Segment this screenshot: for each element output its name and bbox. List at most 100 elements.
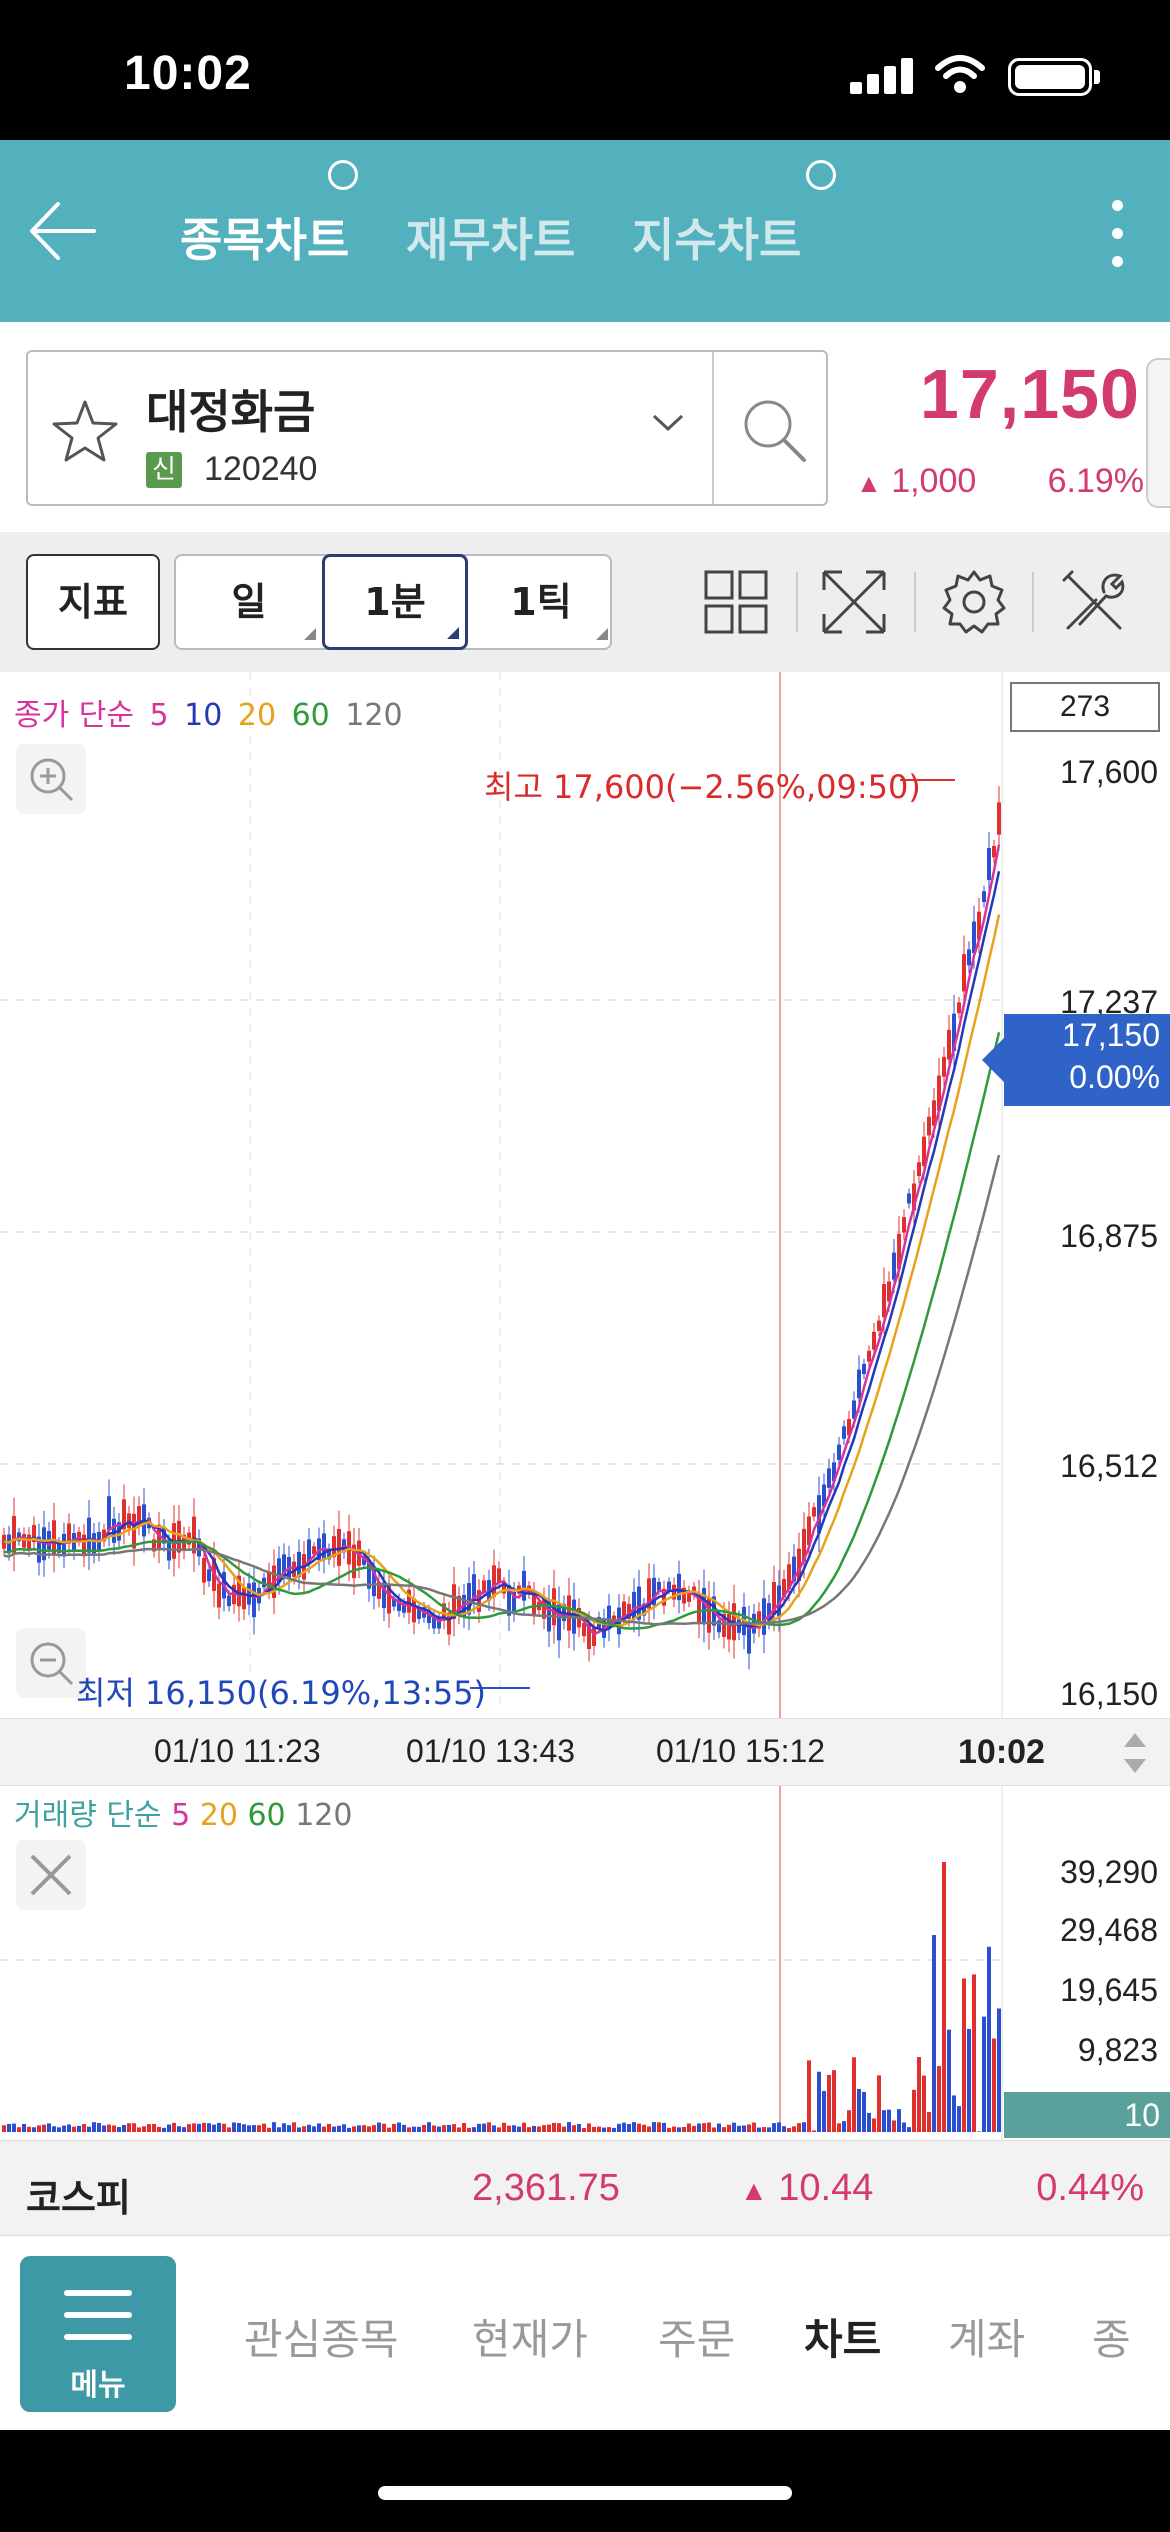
volume-bar: [817, 2071, 821, 2132]
back-arrow-icon[interactable]: [28, 198, 98, 264]
current-price-value: 17,150: [1062, 1017, 1160, 1053]
bnav-order[interactable]: 주문: [658, 2315, 736, 2364]
candle-body: [492, 1565, 496, 1597]
volume-bar: [937, 2066, 941, 2132]
volume-bar: [367, 2126, 371, 2132]
candle-body: [237, 1575, 241, 1607]
candle-body: [417, 1608, 421, 1619]
price-chart[interactable]: [0, 672, 1170, 2140]
candle-body: [297, 1551, 301, 1577]
volume-bar: [442, 2125, 446, 2132]
volume-bar: [832, 2070, 836, 2132]
volume-bar: [672, 2126, 676, 2132]
volume-bar: [102, 2125, 106, 2132]
bnav-account[interactable]: 계좌: [948, 2315, 1026, 2364]
bnav-watchlist[interactable]: 관심종목: [244, 2315, 399, 2364]
candle-body: [282, 1554, 286, 1577]
tab-stock-chart[interactable]: 종목차트: [180, 213, 350, 267]
volume-bar: [57, 2127, 61, 2132]
volume-bar: [537, 2126, 541, 2132]
volume-bar: [732, 2122, 736, 2132]
period-1tick-button[interactable]: 1틱: [468, 556, 614, 648]
tab-financial-chart[interactable]: 재무차트: [406, 213, 576, 267]
candle-body: [427, 1610, 431, 1624]
candle-body: [382, 1582, 386, 1609]
volume-bar: [372, 2125, 376, 2132]
volume-bar: [2, 2125, 6, 2132]
volume-bar: [677, 2127, 681, 2132]
divider: [796, 572, 798, 632]
candle-body: [162, 1527, 166, 1544]
side-handle[interactable]: [1146, 358, 1170, 508]
market-index-bar[interactable]: 코스피 2,361.75 ▲ 10.44 0.44%: [0, 2140, 1170, 2236]
candle-body: [947, 1029, 951, 1060]
more-menu-icon[interactable]: [1112, 200, 1124, 272]
volume-y-label: 39,290: [1060, 1854, 1158, 1890]
star-favorite-icon[interactable]: [50, 398, 120, 464]
chart-area[interactable]: 종가 단순 5 10 20 60 120 273 17,600 17,237 1…: [0, 672, 1170, 2140]
candle-body: [917, 1162, 921, 1177]
period-1min-button[interactable]: 1분: [322, 554, 468, 650]
bnav-current-price[interactable]: 현재가: [472, 2315, 588, 2364]
volume-bar: [592, 2126, 596, 2132]
volume-bar: [812, 2130, 816, 2132]
candle-body: [862, 1363, 866, 1375]
volume-bar: [457, 2127, 461, 2132]
candle-body: [507, 1584, 511, 1616]
volume-legend: 거래량 단순 5 20 60 120: [14, 1790, 352, 1834]
layout-grid-icon[interactable]: [702, 568, 770, 636]
legend-ma20: 20: [237, 698, 277, 733]
candle-body: [332, 1536, 336, 1558]
volume-bar: [172, 2122, 176, 2132]
candle-count-input[interactable]: 273: [1010, 682, 1160, 732]
resize-handle-icon[interactable]: [1120, 1727, 1150, 1779]
close-volume-button[interactable]: [16, 1840, 86, 1910]
candle-body: [367, 1562, 371, 1589]
volume-bar: [997, 2008, 1001, 2132]
volume-bar: [327, 2123, 331, 2132]
volume-bar: [117, 2126, 121, 2132]
volume-bar: [192, 2123, 196, 2132]
indicator-button[interactable]: 지표: [26, 554, 160, 650]
expand-icon[interactable]: [820, 568, 888, 636]
zoom-out-button[interactable]: [16, 1628, 86, 1698]
tools-icon[interactable]: [1060, 568, 1128, 636]
volume-bar: [492, 2125, 496, 2132]
candle-body: [112, 1518, 116, 1543]
time-label: 01/10 11:23: [154, 1733, 321, 1769]
volume-bar: [182, 2127, 186, 2132]
period-day-button[interactable]: 일: [176, 556, 322, 648]
bnav-chart[interactable]: 차트: [804, 2315, 882, 2364]
volume-bar: [47, 2123, 51, 2132]
volume-bar: [257, 2125, 261, 2132]
bnav-more[interactable]: 종: [1092, 2315, 1131, 2364]
candle-body: [447, 1612, 451, 1635]
volume-bar: [602, 2127, 606, 2132]
tab-index-chart[interactable]: 지수차트: [632, 213, 802, 267]
zoom-in-button[interactable]: [16, 744, 86, 814]
candle-body: [777, 1585, 781, 1617]
home-indicator[interactable]: [378, 2486, 792, 2500]
candle-body: [22, 1534, 26, 1548]
candle-body: [832, 1462, 836, 1482]
time-label: 01/10 13:43: [406, 1733, 576, 1769]
candle-body: [627, 1603, 631, 1620]
volume-bar: [322, 2126, 326, 2132]
search-icon[interactable]: [740, 396, 810, 466]
volume-legend-ma5: 5: [171, 1798, 191, 1833]
volume-bar: [582, 2127, 586, 2132]
candle-body: [397, 1599, 401, 1611]
volume-bar: [682, 2126, 686, 2132]
volume-bar: [857, 2088, 861, 2132]
gear-icon[interactable]: [940, 568, 1008, 636]
volume-bar: [622, 2122, 626, 2132]
chevron-down-icon[interactable]: [650, 410, 686, 434]
stock-selector[interactable]: 대정화금 신 120240: [26, 350, 828, 506]
candle-body: [392, 1598, 396, 1607]
volume-bar: [807, 2060, 811, 2132]
volume-bar: [472, 2127, 476, 2132]
candle-body: [837, 1444, 841, 1460]
menu-button[interactable]: 메뉴: [20, 2256, 176, 2412]
candle-body: [442, 1603, 446, 1621]
stock-info-panel: 대정화금 신 120240 17,150 ▲ 1,000 6.19%: [0, 322, 1170, 532]
